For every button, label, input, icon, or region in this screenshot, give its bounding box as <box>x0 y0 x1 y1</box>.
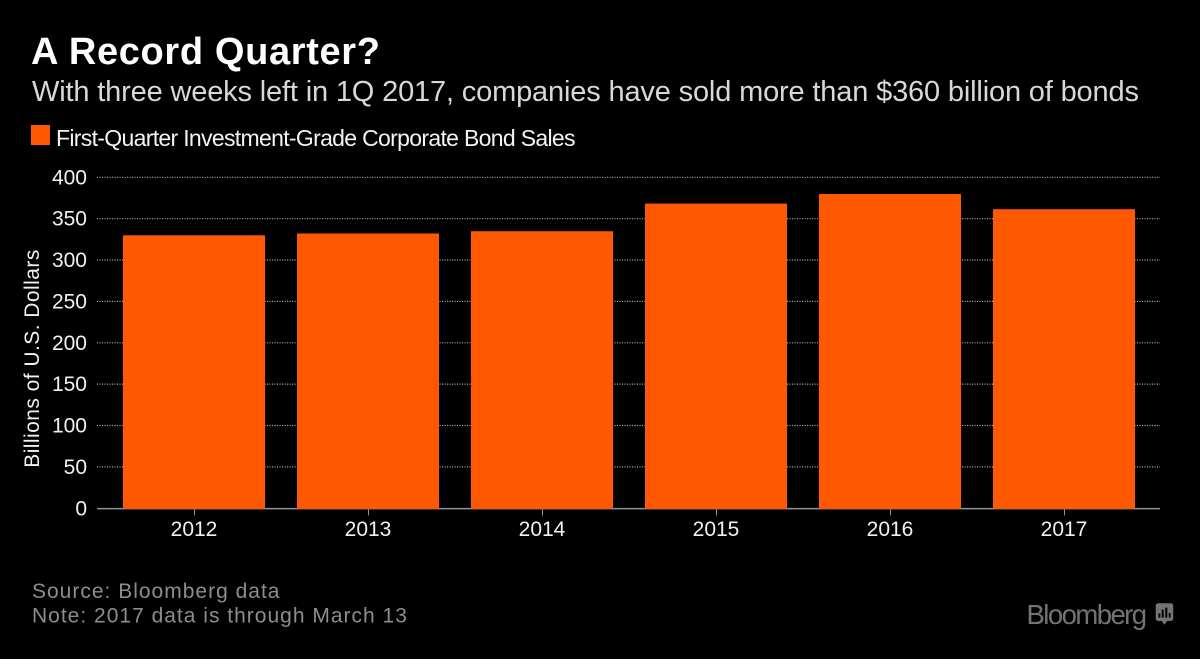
svg-text:With three weeks left in 1Q 20: With three weeks left in 1Q 2017, compan… <box>32 76 1139 108</box>
svg-text:Bloomberg: Bloomberg <box>1027 599 1146 630</box>
svg-text:100: 100 <box>52 415 87 438</box>
svg-text:200: 200 <box>52 332 87 355</box>
svg-text:150: 150 <box>52 373 87 396</box>
svg-text:First-Quarter Investment-Grade: First-Quarter Investment-Grade Corporate… <box>56 125 575 151</box>
svg-text:2014: 2014 <box>519 518 566 541</box>
svg-text:Source: Bloomberg data: Source: Bloomberg data <box>32 580 280 603</box>
svg-text:0: 0 <box>75 497 87 520</box>
svg-text:2012: 2012 <box>171 518 218 541</box>
svg-text:2016: 2016 <box>867 518 914 541</box>
svg-text:300: 300 <box>52 249 87 272</box>
svg-text:A Record Quarter?: A Record Quarter? <box>31 31 381 73</box>
svg-text:2017: 2017 <box>1041 518 1088 541</box>
svg-text:Note: 2017 data is through Mar: Note: 2017 data is through March 13 <box>32 605 408 628</box>
svg-text:250: 250 <box>52 290 87 313</box>
svg-text:Billions of U.S. Dollars: Billions of U.S. Dollars <box>21 249 44 468</box>
svg-text:2013: 2013 <box>345 518 392 541</box>
svg-text:2015: 2015 <box>693 518 740 541</box>
svg-text:350: 350 <box>52 208 87 231</box>
svg-text:400: 400 <box>52 166 87 189</box>
svg-text:50: 50 <box>64 456 87 479</box>
